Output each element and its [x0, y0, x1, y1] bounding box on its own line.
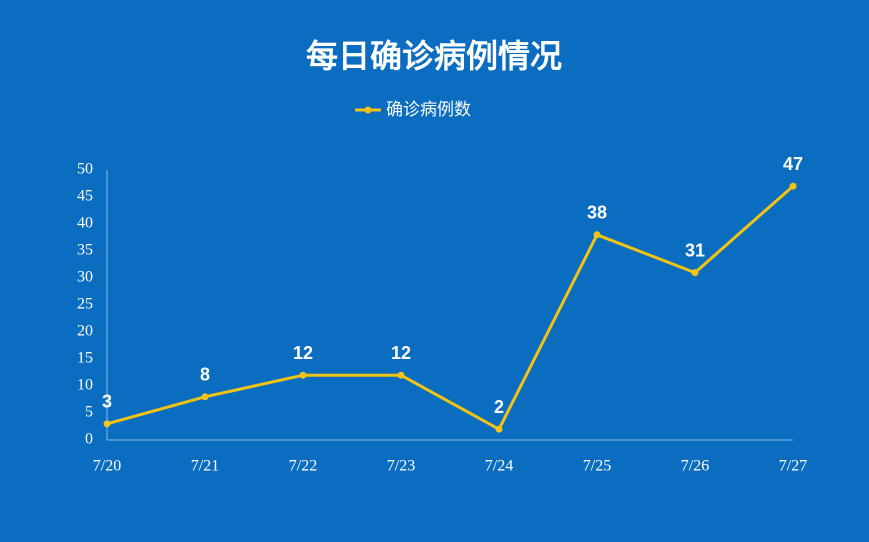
data-point: [691, 269, 699, 277]
data-label: 3: [102, 392, 112, 412]
data-label: 12: [391, 343, 411, 363]
data-point: [593, 231, 601, 239]
x-tick-label: 7/23: [387, 458, 415, 475]
x-tick-label: 7/26: [681, 458, 709, 475]
y-tick-label: 35: [77, 242, 93, 259]
chart-title: 每日确诊病例情况: [306, 37, 562, 75]
y-tick-label: 25: [77, 296, 93, 313]
x-tick-label: 7/22: [289, 458, 317, 475]
y-tick-label: 0: [85, 431, 93, 448]
data-point: [299, 371, 307, 379]
y-tick-label: 50: [77, 161, 93, 178]
data-point: [495, 425, 503, 433]
legend-label: 确诊病例数: [386, 100, 471, 120]
y-tick-label: 40: [77, 215, 93, 232]
y-tick-label: 10: [77, 377, 93, 394]
x-tick-label: 7/27: [779, 458, 807, 475]
y-tick-label: 30: [77, 269, 93, 286]
data-point: [789, 182, 797, 190]
y-tick-label: 15: [77, 350, 93, 367]
y-tick-label: 5: [85, 404, 93, 421]
data-point: [103, 420, 111, 428]
data-point: [397, 371, 405, 379]
legend-marker: [364, 106, 372, 114]
x-tick-label: 7/24: [485, 458, 513, 475]
data-line: [106, 185, 794, 432]
x-tick-label: 7/25: [583, 458, 611, 475]
data-label: 8: [200, 365, 210, 385]
data-label: 2: [494, 397, 504, 417]
y-tick-label: 20: [77, 323, 93, 340]
x-tick-label: 7/21: [191, 458, 219, 475]
data-label: 12: [293, 343, 313, 363]
data-label: 38: [587, 203, 607, 223]
x-tick-label: 7/20: [93, 458, 121, 475]
data-label: 47: [783, 154, 803, 174]
y-tick-label: 45: [77, 188, 93, 205]
data-label: 31: [685, 240, 705, 260]
data-point: [201, 393, 209, 401]
